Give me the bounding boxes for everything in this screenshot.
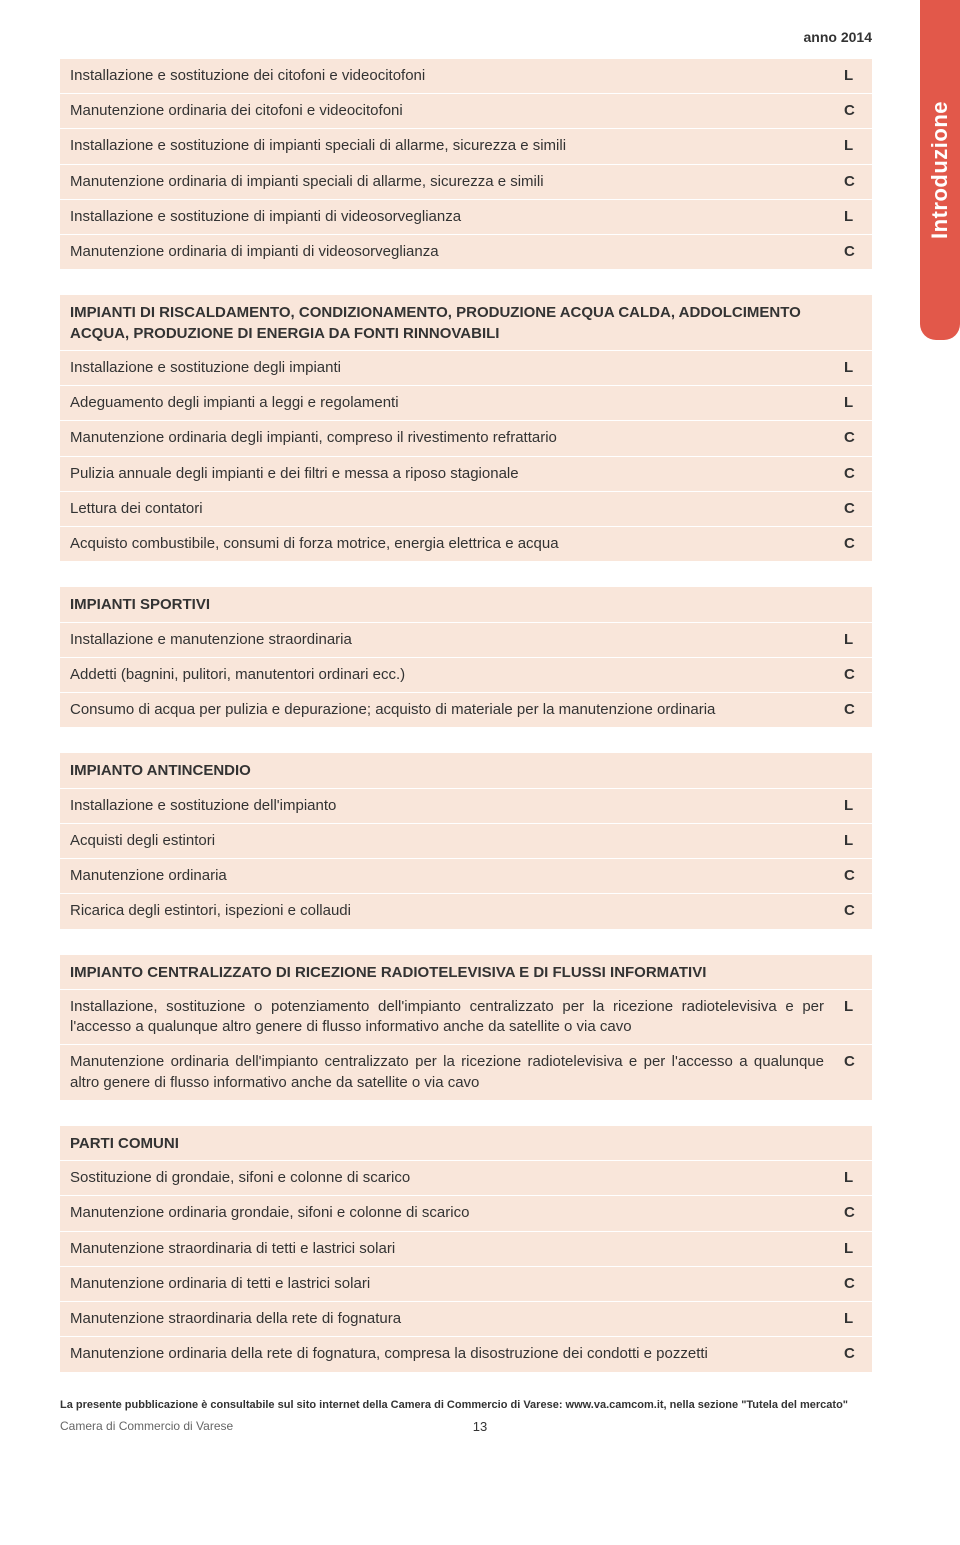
table-row: Adeguamento degli impianti a leggi e reg… bbox=[60, 385, 872, 420]
row-code: C bbox=[844, 101, 862, 121]
row-label: Installazione e sostituzione di impianti… bbox=[70, 136, 844, 156]
row-label: Manutenzione ordinaria dei citofoni e vi… bbox=[70, 101, 844, 121]
side-tab-label: Introduzione bbox=[925, 101, 955, 239]
row-label: Manutenzione ordinaria grondaie, sifoni … bbox=[70, 1203, 844, 1223]
table-row: Consumo di acqua per pulizia e depurazio… bbox=[60, 692, 872, 727]
table-row: Installazione e sostituzione degli impia… bbox=[60, 350, 872, 385]
row-label: Installazione e sostituzione di impianti… bbox=[70, 207, 844, 227]
row-code: L bbox=[844, 831, 862, 851]
table-row: Manutenzione ordinaria di tetti e lastri… bbox=[60, 1266, 872, 1301]
row-code: L bbox=[844, 136, 862, 156]
row-code: L bbox=[844, 796, 862, 816]
section: IMPIANTI DI RISCALDAMENTO, CONDIZIONAMEN… bbox=[60, 295, 872, 561]
table-row: Manutenzione straordinaria della rete di… bbox=[60, 1301, 872, 1336]
row-code: C bbox=[844, 1344, 862, 1364]
row-code: C bbox=[844, 499, 862, 519]
row-label: Installazione, sostituzione o potenziame… bbox=[70, 997, 844, 1038]
section-header: PARTI COMUNI bbox=[60, 1126, 872, 1160]
row-label: Manutenzione straordinaria di tetti e la… bbox=[70, 1239, 844, 1259]
row-code: C bbox=[844, 428, 862, 448]
section-header: IMPIANTO ANTINCENDIO bbox=[60, 753, 872, 787]
table-row: Installazione e sostituzione dei citofon… bbox=[60, 59, 872, 93]
table-row: Installazione e manutenzione straordinar… bbox=[60, 622, 872, 657]
table-row: Manutenzione ordinaria dell'impianto cen… bbox=[60, 1044, 872, 1100]
row-label: Manutenzione ordinaria di impianti di vi… bbox=[70, 242, 844, 262]
section: IMPIANTO ANTINCENDIO Installazione e sost… bbox=[60, 753, 872, 928]
row-label: Adeguamento degli impianti a leggi e reg… bbox=[70, 393, 844, 413]
row-code: C bbox=[844, 242, 862, 262]
row-label: Manutenzione ordinaria degli impianti, c… bbox=[70, 428, 844, 448]
row-label: Ricarica degli estintori, ispezioni e co… bbox=[70, 901, 844, 921]
row-label: Pulizia annuale degli impianti e dei fil… bbox=[70, 464, 844, 484]
row-code: C bbox=[844, 464, 862, 484]
row-label: Installazione e sostituzione degli impia… bbox=[70, 358, 844, 378]
footer-note: La presente pubblicazione è consultabile… bbox=[60, 1398, 872, 1413]
row-code: C bbox=[844, 665, 862, 685]
row-label: Addetti (bagnini, pulitori, manutentori … bbox=[70, 665, 844, 685]
table-row: Manutenzione ordinaria di impianti speci… bbox=[60, 164, 872, 199]
section: Installazione e sostituzione dei citofon… bbox=[60, 59, 872, 270]
row-label: Manutenzione ordinaria di tetti e lastri… bbox=[70, 1274, 844, 1294]
row-label: Sostituzione di grondaie, sifoni e colon… bbox=[70, 1168, 844, 1188]
row-label: Installazione e manutenzione straordinar… bbox=[70, 630, 844, 650]
row-label: Manutenzione ordinaria bbox=[70, 866, 844, 886]
table-row: Manutenzione ordinariaC bbox=[60, 858, 872, 893]
table-row: Acquisti degli estintoriL bbox=[60, 823, 872, 858]
row-label: Manutenzione ordinaria di impianti speci… bbox=[70, 172, 844, 192]
row-code: L bbox=[844, 358, 862, 378]
section: IMPIANTI SPORTIVI Installazione e manuten… bbox=[60, 587, 872, 727]
footer-bar: Camera di Commercio di Varese 13 bbox=[60, 1418, 872, 1434]
row-label: Manutenzione straordinaria della rete di… bbox=[70, 1309, 844, 1329]
table-row: Manutenzione ordinaria degli impianti, c… bbox=[60, 420, 872, 455]
section-header: IMPIANTI DI RISCALDAMENTO, CONDIZIONAMEN… bbox=[60, 295, 872, 350]
table-row: Installazione e sostituzione di impianti… bbox=[60, 128, 872, 163]
row-code: C bbox=[844, 901, 862, 921]
section: PARTI COMUNI Sostituzione di grondaie, si… bbox=[60, 1126, 872, 1372]
table-row: Sostituzione di grondaie, sifoni e colon… bbox=[60, 1160, 872, 1195]
section-header: IMPIANTI SPORTIVI bbox=[60, 587, 872, 621]
row-label: Acquisti degli estintori bbox=[70, 831, 844, 851]
row-code: L bbox=[844, 1168, 862, 1188]
side-tab: Introduzione bbox=[920, 0, 960, 340]
row-code: C bbox=[844, 1203, 862, 1223]
section: IMPIANTO CENTRALIZZATO DI RICEZIONE RADI… bbox=[60, 955, 872, 1100]
row-code: C bbox=[844, 1052, 862, 1072]
row-label: Acquisto combustibile, consumi di forza … bbox=[70, 534, 844, 554]
row-code: L bbox=[844, 66, 862, 86]
row-code: C bbox=[844, 534, 862, 554]
row-code: L bbox=[844, 630, 862, 650]
table-row: Installazione e sostituzione dell'impian… bbox=[60, 788, 872, 823]
page-number: 13 bbox=[473, 1418, 487, 1436]
row-code: L bbox=[844, 1309, 862, 1329]
table-row: Manutenzione ordinaria di impianti di vi… bbox=[60, 234, 872, 269]
row-label: Consumo di acqua per pulizia e depurazio… bbox=[70, 700, 844, 720]
row-label: Manutenzione ordinaria dell'impianto cen… bbox=[70, 1052, 844, 1093]
table-row: Ricarica degli estintori, ispezioni e co… bbox=[60, 893, 872, 928]
row-code: C bbox=[844, 172, 862, 192]
table-row: Manutenzione straordinaria di tetti e la… bbox=[60, 1231, 872, 1266]
table-row: Manutenzione ordinaria della rete di fog… bbox=[60, 1336, 872, 1371]
year-label: anno 2014 bbox=[60, 28, 920, 47]
table-row: Pulizia annuale degli impianti e dei fil… bbox=[60, 456, 872, 491]
table-row: Installazione, sostituzione o potenziame… bbox=[60, 989, 872, 1045]
row-label: Installazione e sostituzione dell'impian… bbox=[70, 796, 844, 816]
table-row: Manutenzione ordinaria dei citofoni e vi… bbox=[60, 93, 872, 128]
row-code: C bbox=[844, 700, 862, 720]
footer-left: Camera di Commercio di Varese bbox=[60, 1418, 233, 1434]
row-code: L bbox=[844, 1239, 862, 1259]
table-row: Installazione e sostituzione di impianti… bbox=[60, 199, 872, 234]
row-label: Installazione e sostituzione dei citofon… bbox=[70, 66, 844, 86]
section-header: IMPIANTO CENTRALIZZATO DI RICEZIONE RADI… bbox=[60, 955, 872, 989]
row-label: Manutenzione ordinaria della rete di fog… bbox=[70, 1344, 844, 1364]
row-code: L bbox=[844, 393, 862, 413]
table-row: Acquisto combustibile, consumi di forza … bbox=[60, 526, 872, 561]
table-row: Manutenzione ordinaria grondaie, sifoni … bbox=[60, 1195, 872, 1230]
row-label: Lettura dei contatori bbox=[70, 499, 844, 519]
table-row: Lettura dei contatoriC bbox=[60, 491, 872, 526]
row-code: L bbox=[844, 207, 862, 227]
row-code: L bbox=[844, 997, 862, 1017]
row-code: C bbox=[844, 866, 862, 886]
table-row: Addetti (bagnini, pulitori, manutentori … bbox=[60, 657, 872, 692]
row-code: C bbox=[844, 1274, 862, 1294]
